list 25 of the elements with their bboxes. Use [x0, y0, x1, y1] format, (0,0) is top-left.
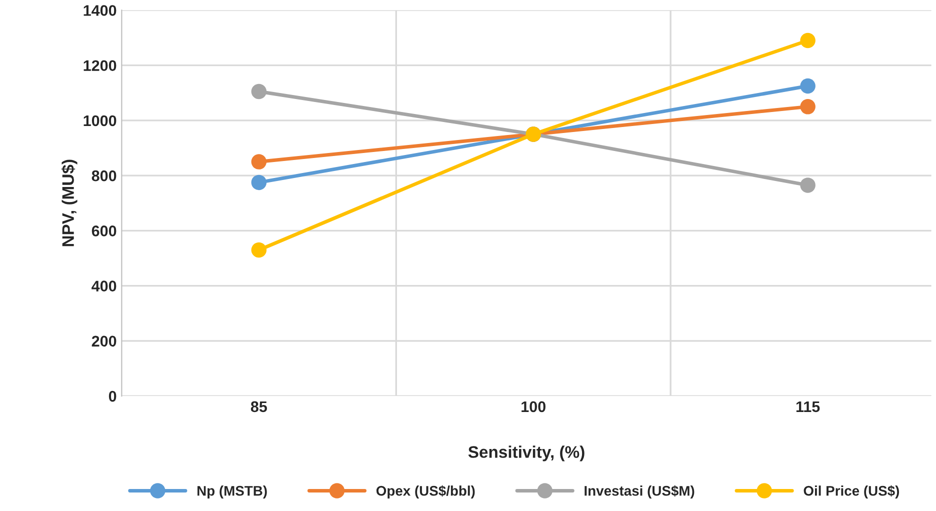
- y-tick-label: 200: [92, 336, 116, 347]
- legend-label: Investasi (US$M): [584, 485, 694, 498]
- y-tick-label: 1000: [84, 115, 116, 126]
- point: [251, 242, 267, 258]
- x-tick-label: 100: [522, 401, 546, 412]
- point: [800, 99, 816, 114]
- point: [800, 78, 816, 94]
- legend-label: Oil Price (US$): [804, 485, 900, 498]
- y-tick-label: 0: [108, 390, 116, 402]
- y-tick-label: 1400: [84, 5, 116, 16]
- x-tick-label: 115: [796, 401, 820, 412]
- legend-label: Np (MSTB): [198, 486, 267, 498]
- y-tick-label: 800: [92, 170, 116, 182]
- point: [800, 178, 816, 193]
- x-tick-label: 85: [250, 401, 267, 412]
- point: [251, 84, 267, 100]
- x-axis-title: Sensitivity, (%): [468, 446, 584, 462]
- point: [800, 32, 816, 48]
- y-tick-label: 600: [92, 226, 116, 236]
- y-tick-label: 1200: [84, 60, 116, 72]
- y-tick-label: 400: [92, 280, 116, 292]
- point: [251, 154, 267, 170]
- legend-label: Opex (US$/bbl): [376, 485, 475, 498]
- y-axis-title: NPV, (MU$): [61, 160, 78, 246]
- point: [251, 174, 267, 190]
